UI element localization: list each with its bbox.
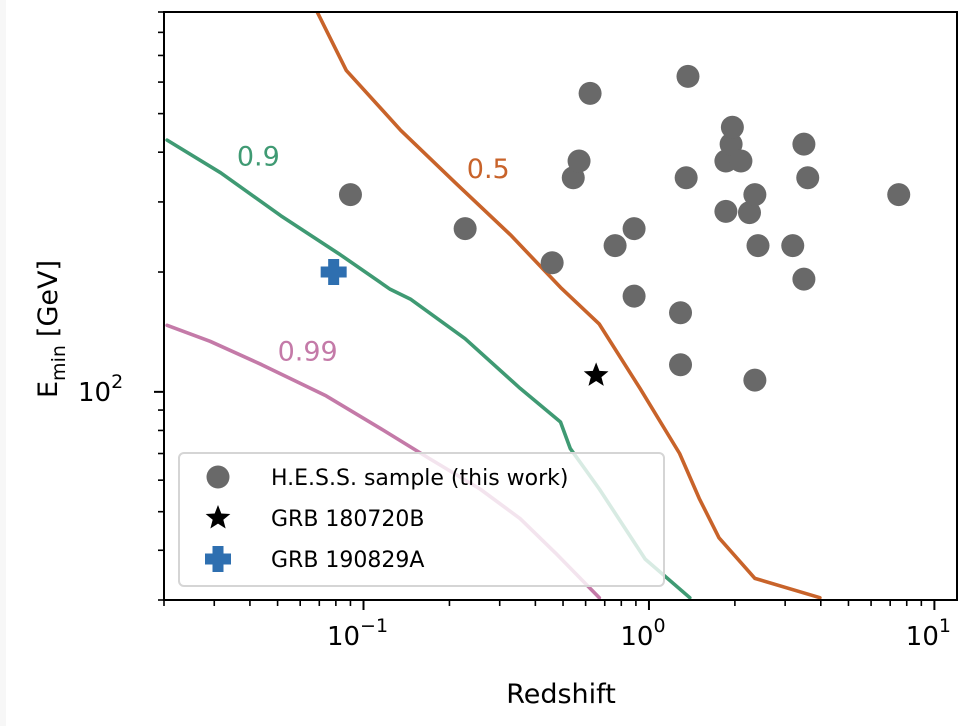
hess-sample-point bbox=[737, 201, 761, 225]
hess-sample-point bbox=[792, 267, 816, 291]
hess-sample-point bbox=[578, 81, 602, 105]
hess-sample-point bbox=[887, 183, 911, 207]
hess-sample-point bbox=[792, 132, 816, 156]
hess-sample-point bbox=[729, 149, 753, 173]
hess-sample-point bbox=[567, 149, 591, 173]
contour-line-0p5 bbox=[315, 12, 822, 600]
y-axis-label: Emin[GeV] bbox=[33, 260, 70, 398]
x-tick-exponent: 0 bbox=[653, 615, 665, 637]
hess-sample-point bbox=[622, 284, 646, 308]
hess-sample-point bbox=[676, 64, 700, 88]
hess-sample-point bbox=[746, 234, 770, 258]
grb-180720b-marker bbox=[583, 362, 609, 386]
plot-frame bbox=[163, 11, 958, 601]
hess-sample-point bbox=[743, 368, 767, 392]
contour-labels: 0.5 0.9 0.99 bbox=[237, 142, 510, 368]
hess-sample-point bbox=[669, 353, 693, 377]
legend-marker-circle bbox=[206, 465, 230, 489]
hess-sample-point bbox=[338, 183, 362, 207]
contour-label-0p5: 0.5 bbox=[467, 154, 510, 185]
hess-sample-point bbox=[622, 217, 646, 241]
hess-sample-point bbox=[669, 301, 693, 325]
x-tick-label: 100 bbox=[620, 615, 665, 652]
axes bbox=[163, 11, 958, 601]
x-tick-exponent: 1 bbox=[939, 615, 951, 637]
legend-box bbox=[178, 452, 665, 587]
hess-sample-point bbox=[720, 115, 744, 139]
contour-label-0p99: 0.99 bbox=[278, 336, 338, 367]
figure-background bbox=[6, 0, 972, 726]
y-tick-exponent: 2 bbox=[111, 371, 123, 393]
hess-sample-point bbox=[796, 166, 820, 190]
legend-marker-plus bbox=[205, 546, 231, 572]
hess-sample-point bbox=[540, 251, 564, 275]
hess-sample-point bbox=[714, 199, 738, 223]
x-tick-label: 10−1 bbox=[327, 615, 388, 652]
legend-label: GRB 190829A bbox=[271, 548, 424, 573]
x-tick-exponent: −1 bbox=[360, 615, 388, 637]
hess-sample-point bbox=[453, 217, 477, 241]
data-points bbox=[320, 64, 911, 392]
hess-sample-point bbox=[743, 183, 767, 207]
grb-190829a-marker bbox=[320, 259, 347, 286]
hess-sample-point bbox=[674, 166, 698, 190]
x-tick-label: 101 bbox=[906, 615, 951, 652]
hess-sample-point bbox=[719, 132, 743, 156]
y-tick-label: 102 bbox=[78, 371, 123, 408]
legend: H.E.S.S. sample (this work) GRB 180720B GR… bbox=[178, 452, 665, 587]
x-axis-label: Redshift bbox=[506, 679, 616, 710]
legend-marker-star bbox=[205, 505, 231, 529]
legend-label: GRB 180720B bbox=[271, 507, 425, 532]
contour-label-0p9: 0.9 bbox=[237, 142, 280, 173]
y-axis-label-subscript: min bbox=[48, 345, 70, 381]
y-axis-label-unit: [GeV] bbox=[33, 260, 64, 337]
hess-sample-point bbox=[603, 234, 627, 258]
legend-label: H.E.S.S. sample (this work) bbox=[271, 466, 568, 491]
hess-sample-point bbox=[781, 234, 805, 258]
